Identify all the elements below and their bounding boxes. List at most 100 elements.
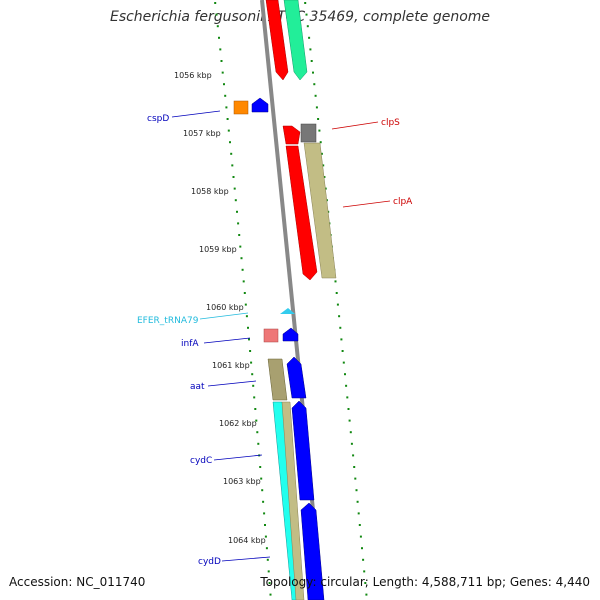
- scale-tick: [226, 118, 229, 120]
- scale-tick: [349, 431, 352, 434]
- scale-label-1064: 1064 kbp: [228, 536, 266, 545]
- scale-tick: [359, 535, 362, 538]
- gene-aat-blue[interactable]: [286, 356, 307, 399]
- scale-tick: [259, 466, 262, 468]
- scale-tick: [261, 489, 264, 492]
- scale-tick: [236, 210, 238, 213]
- label-cspD[interactable]: cspD: [147, 114, 169, 124]
- scale-tick: [336, 303, 339, 306]
- scale-label-1058: 1058 kbp: [191, 187, 229, 196]
- gene-infA-pink[interactable]: [263, 328, 279, 343]
- scale-tick: [249, 350, 252, 352]
- gene-clpS-red[interactable]: [282, 125, 301, 145]
- scale-tick: [265, 547, 268, 550]
- scale-tick: [345, 384, 348, 387]
- scale-tick: [317, 118, 320, 120]
- scale-tick: [308, 36, 311, 39]
- scale-tick: [347, 408, 350, 410]
- label-clpA[interactable]: clpA: [393, 197, 413, 207]
- label-tRNA79[interactable]: EFER_tRNA79: [137, 316, 199, 326]
- scale-tick: [229, 141, 231, 144]
- scale-tick: [310, 60, 313, 62]
- scale-tick: [224, 94, 227, 97]
- scale-tick: [244, 303, 247, 306]
- scale-tick: [225, 106, 228, 109]
- label-aat[interactable]: aat: [190, 382, 205, 392]
- scale-tick: [314, 94, 317, 97]
- scale-tick: [350, 442, 353, 445]
- scale-tick: [340, 338, 343, 341]
- scale-tick: [341, 350, 344, 352]
- gene-tRNA79[interactable]: [280, 308, 295, 314]
- scale-tick: [352, 454, 355, 457]
- gene-top-red[interactable]: [265, 0, 289, 81]
- scale-tick: [342, 361, 345, 364]
- scale-tick: [237, 222, 240, 225]
- scale-tick: [266, 558, 269, 561]
- scale-tick: [257, 442, 260, 445]
- scale-tick: [361, 547, 363, 550]
- scale-tick: [363, 570, 366, 573]
- label-infA[interactable]: infA: [181, 339, 199, 349]
- scale-tick: [260, 477, 263, 480]
- scale-label-1061: 1061 kbp: [212, 361, 250, 370]
- scale-tick: [230, 152, 233, 155]
- gene-clpA-olive[interactable]: [303, 142, 337, 279]
- scale-tick: [223, 83, 225, 86]
- scale-tick: [267, 570, 270, 573]
- scale-tick: [251, 373, 254, 376]
- gene-cydD-blue[interactable]: [300, 502, 325, 600]
- scale-tick: [216, 25, 219, 28]
- scale-tick: [234, 199, 237, 202]
- scale-tick: [240, 257, 243, 260]
- scale-tick: [320, 152, 323, 155]
- scale-tick: [231, 164, 234, 167]
- scale-tick: [318, 129, 321, 132]
- scale-tick: [315, 106, 318, 109]
- scale-tick: [334, 280, 337, 283]
- scale-tick: [264, 535, 267, 538]
- gene-infA-blue[interactable]: [282, 327, 299, 342]
- accession-label: Accession: NC_011740: [9, 575, 146, 589]
- gene-cspD-blue[interactable]: [251, 97, 269, 113]
- genome-summary: Topology: circular; Length: 4,588,711 bp…: [260, 575, 590, 589]
- scale-tick: [346, 396, 349, 399]
- scale-tick: [322, 164, 325, 167]
- scale-tick: [339, 326, 342, 329]
- label-clpS[interactable]: clpS: [381, 118, 400, 128]
- gene-cydC-blue[interactable]: [291, 400, 315, 501]
- scale-tick: [227, 129, 230, 132]
- gene-cspD-orange[interactable]: [233, 100, 249, 115]
- scale-tick: [219, 48, 222, 51]
- scale-tick: [215, 13, 218, 16]
- scale-tick: [319, 141, 322, 144]
- scale-tick: [348, 419, 351, 422]
- scale-tick: [239, 245, 242, 248]
- gene-top-green[interactable]: [283, 0, 308, 81]
- scale-tick: [262, 500, 265, 503]
- scale-tick: [248, 338, 250, 341]
- scale-tick: [357, 512, 360, 515]
- scale-tick: [338, 315, 341, 318]
- scale-tick: [221, 71, 224, 74]
- scale-tick: [344, 373, 346, 376]
- scale-label-1060: 1060 kbp: [206, 303, 244, 312]
- scale-tick: [243, 292, 246, 294]
- scale-tick: [233, 187, 236, 190]
- scale-label-1056: 1056 kbp: [174, 71, 212, 80]
- label-cydC[interactable]: cydC: [190, 456, 212, 466]
- scale-tick: [305, 13, 308, 16]
- gene-clpA-red[interactable]: [285, 145, 318, 281]
- scale-tick: [238, 234, 241, 236]
- scale-tick: [304, 2, 307, 4]
- gene-aat-olive[interactable]: [267, 358, 288, 401]
- label-cydD[interactable]: cydD: [198, 557, 221, 567]
- scale-tick: [254, 408, 257, 410]
- scale-tick: [323, 176, 326, 178]
- gene-clpS-grey[interactable]: [300, 123, 317, 143]
- scale-tick: [264, 524, 266, 526]
- scale-tick: [313, 83, 316, 86]
- gene-cydC-olive[interactable]: [281, 401, 305, 600]
- scale-tick: [335, 292, 338, 294]
